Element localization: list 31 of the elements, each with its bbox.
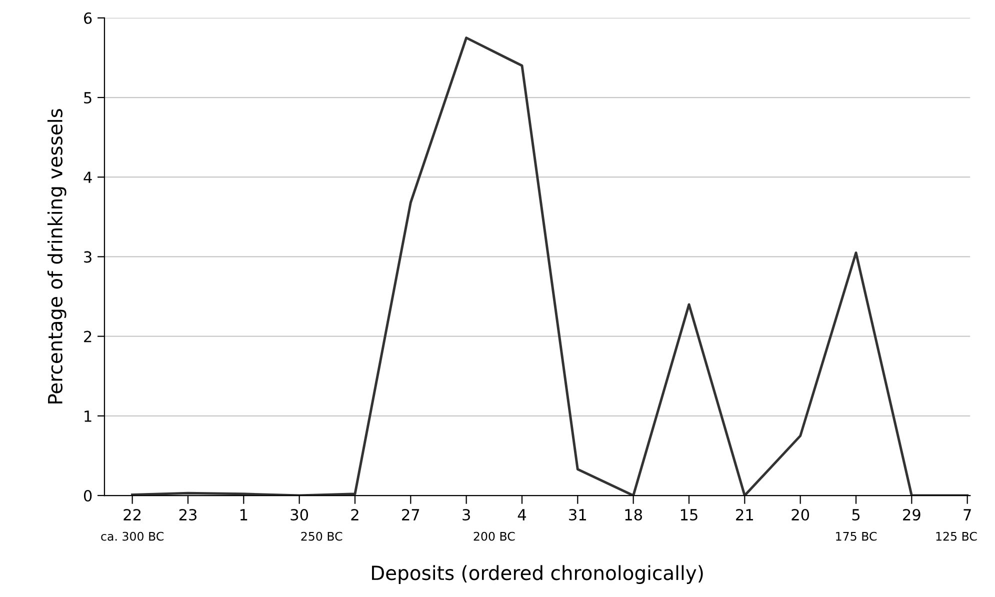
x-tick-label: 15 bbox=[680, 509, 698, 521]
y-tick-label: 4 bbox=[84, 172, 92, 183]
y-tick-label: 2 bbox=[84, 330, 92, 342]
x-axis-title: Deposits (ordered chronologically) bbox=[372, 565, 703, 584]
text: 125 BC bbox=[936, 532, 977, 541]
text: 200 BC bbox=[474, 532, 515, 541]
y-axis-title: Percentage of drinking vessels bbox=[47, 109, 66, 404]
text: 175 BC bbox=[836, 532, 877, 541]
x-tick-label: 30 bbox=[290, 508, 308, 521]
text: ca. 300 BC bbox=[101, 532, 164, 541]
x-tick-label: 1 bbox=[240, 509, 248, 520]
text: 250 BC bbox=[301, 532, 342, 541]
y-tick-label: 6 bbox=[84, 12, 92, 24]
x-tick-label: 3 bbox=[462, 508, 470, 521]
x-tick-label: 4 bbox=[518, 509, 526, 520]
x-tick-label: 5 bbox=[852, 509, 860, 521]
x-tick-label: 27 bbox=[402, 508, 420, 520]
x-tick-label: 21 bbox=[736, 508, 753, 520]
y-tick-label: 0 bbox=[84, 490, 92, 502]
x-tick-label: 22 bbox=[124, 508, 140, 520]
y-tick-label: 1 bbox=[84, 410, 92, 422]
x-tick-label: 2 bbox=[351, 508, 358, 520]
y-tick-label: 5 bbox=[84, 92, 92, 104]
x-tick-label: 20 bbox=[792, 508, 810, 521]
x-tick-label: 18 bbox=[625, 508, 642, 521]
y-tick-label: 3 bbox=[84, 251, 92, 263]
x-tick-label: 23 bbox=[179, 508, 196, 521]
x-tick-label: 7 bbox=[964, 509, 971, 520]
x-tick-label: 31 bbox=[569, 508, 586, 521]
line-series bbox=[131, 36, 969, 496]
x-tick-label: 29 bbox=[903, 508, 920, 521]
